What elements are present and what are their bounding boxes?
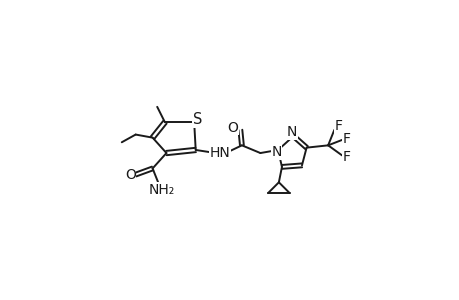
Text: N: N <box>286 125 297 139</box>
Text: S: S <box>192 112 202 128</box>
Text: O: O <box>124 168 135 182</box>
Text: N: N <box>271 145 281 159</box>
Text: O: O <box>227 121 238 135</box>
Text: HN: HN <box>209 146 230 160</box>
Text: NH₂: NH₂ <box>148 183 174 197</box>
Text: F: F <box>342 132 350 146</box>
Text: F: F <box>334 119 342 133</box>
Text: F: F <box>342 150 350 164</box>
